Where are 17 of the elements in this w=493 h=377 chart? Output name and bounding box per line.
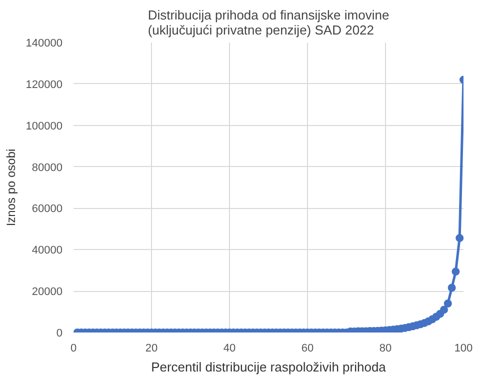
y-tick-label: 140000: [26, 38, 63, 50]
x-tick-label: 60: [301, 342, 314, 354]
x-tick-label: 0: [70, 342, 77, 354]
y-tick-label: 60000: [32, 203, 63, 216]
x-tick-label: 100: [454, 342, 473, 354]
y-axis-title: Iznos po osobi: [4, 148, 18, 226]
y-tick-label: 0: [56, 328, 63, 340]
chart-title: Distribucija prihoda od finansijske imovine (uključujući privatne penzije) SAD 2022: [148, 8, 390, 38]
y-tick-label: 100000: [26, 120, 63, 132]
y-tick-label: 20000: [32, 286, 63, 298]
y-tick-label: 120000: [26, 78, 63, 91]
x-tick-label: 20: [145, 342, 158, 354]
y-tick-label: 40000: [32, 244, 63, 257]
x-tick-label: 80: [379, 342, 392, 354]
x-axis-title: Percentil distribucije raspoloživih prihoda: [151, 360, 387, 374]
y-tick-label: 80000: [32, 162, 63, 174]
x-tick-label: 40: [223, 342, 236, 354]
